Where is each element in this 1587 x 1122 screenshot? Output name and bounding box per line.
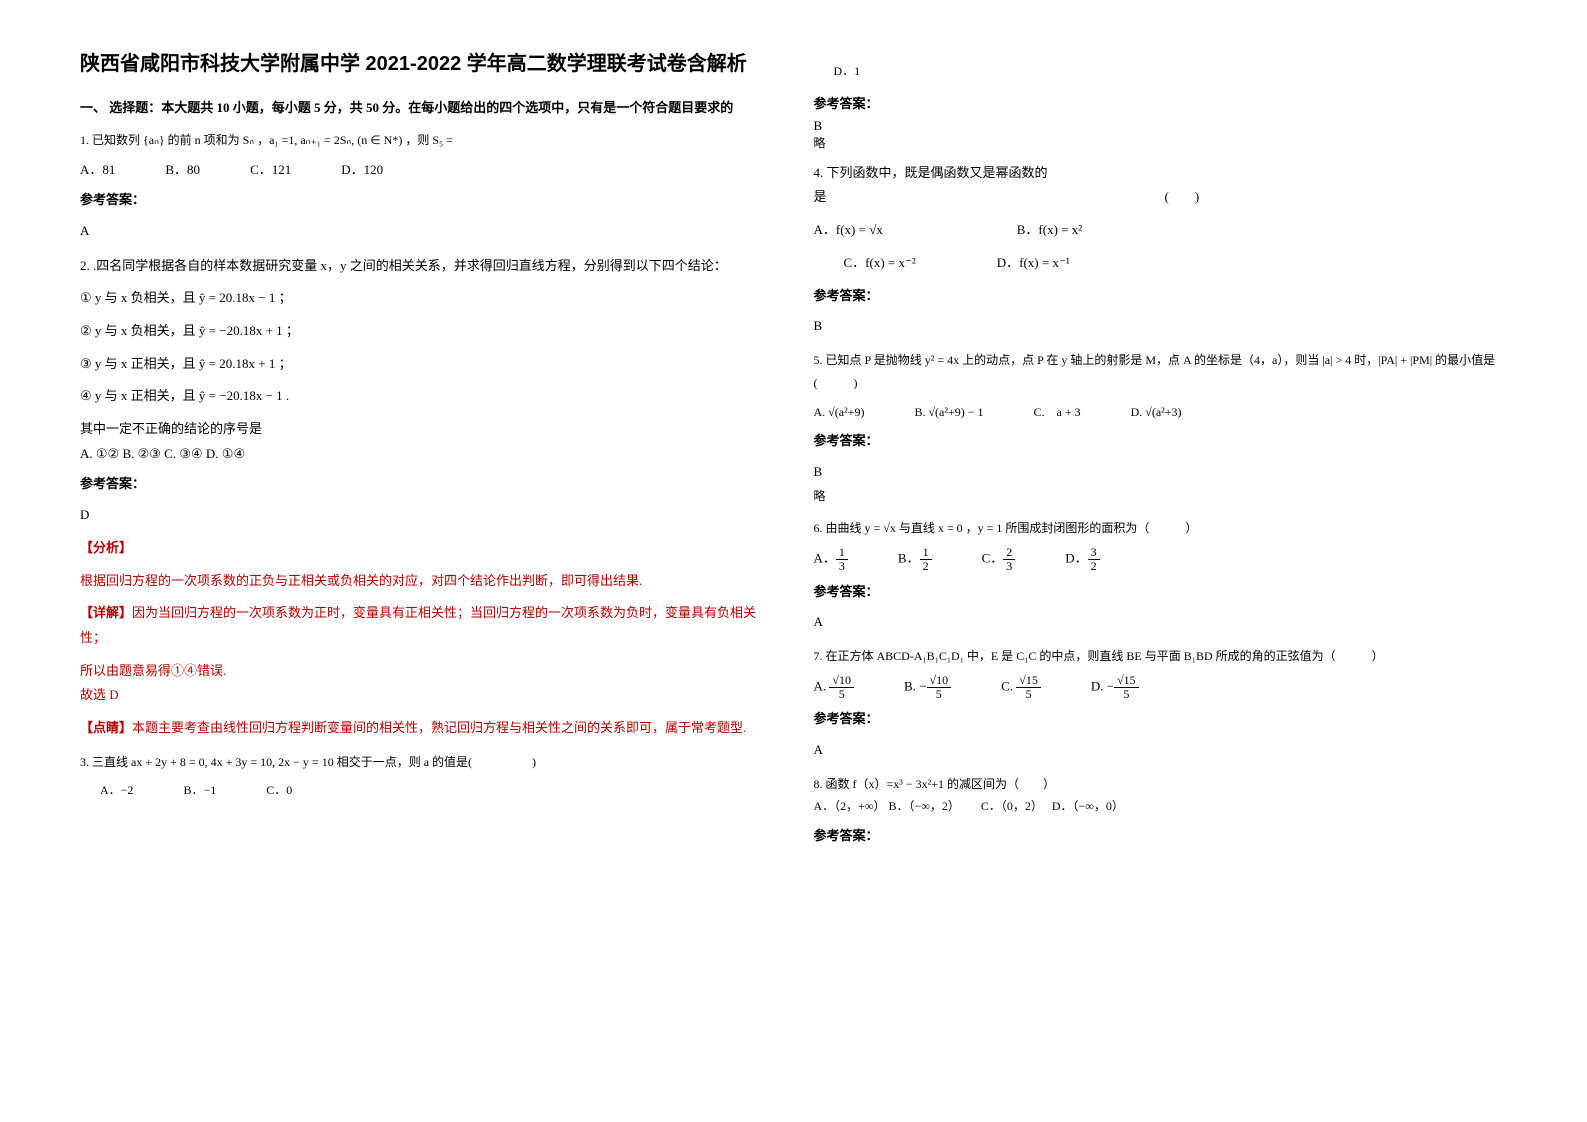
q1-opt-a: A．81 — [80, 158, 115, 183]
q2-tail: 其中一定不正确的结论的序号是 — [80, 417, 774, 442]
q3-ans-label: 参考答案： — [814, 93, 1508, 112]
q3-opt-d-row: D．1 — [834, 60, 1508, 83]
q5-options: A. √(a²+9) B. √(a²+9) − 1 C. a + 3 D. √(… — [814, 401, 1508, 424]
q4-ans-label: 参考答案： — [814, 284, 1508, 309]
q7-options: A. √105 B. −√105 C. √155 D. −√155 — [814, 674, 1508, 701]
detail-tag: 【详解】 — [80, 605, 132, 620]
q8-opt-c: C．（0，2） — [981, 799, 1037, 813]
q6-ans: A — [814, 610, 1508, 635]
q5-extra: 略 — [814, 485, 1508, 508]
q2-analysis-text: 根据回归方程的一次项系数的正负与正相关或负相关的对应，对四个结论作出判断，即可得… — [80, 569, 774, 594]
question-3: 3. 三直线 ax + 2y + 8 = 0, 4x + 3y = 10, 2x… — [80, 751, 774, 803]
q5-ans: B — [814, 460, 1508, 485]
point-tag: 【点睛】 — [80, 720, 132, 735]
q1-stem: 1. 已知数列 {aₙ} 的前 n 项和为 Sₙ ，a₁ =1, aₙ₊₁ = … — [80, 129, 774, 152]
q6-stem: 6. 由曲线 y = √x 与直线 x = 0 ，y = 1 所围成封闭图形的面… — [814, 517, 1508, 540]
q3-stem: 3. 三直线 ax + 2y + 8 = 0, 4x + 3y = 10, 2x… — [80, 751, 774, 774]
q2-line4: ④ y 与 x 正相关，且 ŷ = −20.18x − 1 . — [80, 384, 774, 409]
question-8: 8. 函数 f（x）=x³ − 3x²+1 的减区间为（ ） A．（2，+∞） … — [814, 773, 1508, 849]
q8-ans-label: 参考答案： — [814, 824, 1508, 849]
q2-ans-label: 参考答案： — [80, 472, 774, 497]
q1-ans: A — [80, 219, 774, 244]
q7-opt-a: A. √105 — [814, 674, 854, 701]
q2-analysis: 【分析】 — [80, 536, 774, 561]
q8-opt-d: D．（−∞，0） — [1052, 799, 1124, 813]
q3-opt-d: D．1 — [834, 64, 861, 78]
q6-opt-c: C．23 — [982, 546, 1016, 573]
question-1: 1. 已知数列 {aₙ} 的前 n 项和为 Sₙ ，a₁ =1, aₙ₊₁ = … — [80, 129, 774, 244]
q7-opt-d: D. −√155 — [1091, 674, 1139, 701]
q2-opts: A. ①② B. ②③ C. ③④ D. ①④ — [80, 442, 774, 467]
q4-stem: 4. 下列函数中，既是偶函数又是幂函数的 — [814, 161, 1508, 186]
q4-opt-c: C．f(x) = x⁻² — [844, 251, 994, 276]
q4-opt-a: A．f(x) = √x — [814, 218, 1014, 243]
q1-opt-c: C．121 — [250, 158, 291, 183]
q6-options: A．13 B．12 C．23 D．32 — [814, 546, 1508, 573]
q4-opt-b: B．f(x) = x² — [1017, 222, 1082, 237]
q6-opt-b: B．12 — [898, 546, 932, 573]
q4-opt-d: D．f(x) = x⁻¹ — [997, 255, 1070, 270]
q4-ans: B — [814, 314, 1508, 339]
q6-opt-d: D．32 — [1065, 546, 1099, 573]
q1-options: A．81 B．80 C．121 D．120 — [80, 158, 774, 183]
q4-row1: A．f(x) = √x B．f(x) = x² — [814, 218, 1508, 243]
q3-opt-b: B．−1 — [183, 779, 216, 802]
q2-point: 【点睛】本题主要考查由线性回归方程判断变量间的相关性，熟记回归方程与相关性之间的… — [80, 716, 774, 741]
q3-opt-a: A．−2 — [100, 779, 133, 802]
q3-extra: 略 — [814, 134, 1508, 151]
q7-stem: 7. 在正方体 ABCD-A₁B₁C₁D₁ 中，E 是 C₁C 的中点，则直线 … — [814, 645, 1508, 668]
q2-stem: 2. .四名同学根据各自的样本数据研究变量 x，y 之间的相关关系，并求得回归直… — [80, 254, 774, 279]
q1-opt-d: D．120 — [341, 158, 383, 183]
q2-detail2: 所以由题意易得①④错误. — [80, 659, 774, 684]
q5-opt-d: D. √(a²+3) — [1131, 401, 1182, 424]
q5-opt-b: B. √(a²+9) − 1 — [914, 401, 983, 424]
q8-opt-a: A．（2，+∞） — [814, 799, 886, 813]
q2-detail: 【详解】因为当回归方程的一次项系数为正时，变量具有正相关性；当回归方程的一次项系… — [80, 601, 774, 650]
right-column: D．1 参考答案： B 略 4. 下列函数中，既是偶函数又是幂函数的 是 ( )… — [814, 50, 1508, 1072]
left-column: 陕西省咸阳市科技大学附属中学 2021-2022 学年高二数学理联考试卷含解析 … — [80, 50, 774, 1072]
q4-stem2: 是 ( ) — [814, 185, 1508, 210]
question-4: 4. 下列函数中，既是偶函数又是幂函数的 是 ( ) A．f(x) = √x B… — [814, 161, 1508, 339]
q7-opt-c: C. √155 — [1001, 674, 1041, 701]
analysis-tag: 【分析】 — [80, 540, 132, 555]
section-head: 一、 选择题：本大题共 10 小题，每小题 5 分，共 50 分。在每小题给出的… — [80, 98, 774, 119]
q7-opt-b: B. −√105 — [904, 674, 951, 701]
q7-ans: A — [814, 738, 1508, 763]
q1-opt-b: B．80 — [165, 158, 200, 183]
question-7: 7. 在正方体 ABCD-A₁B₁C₁D₁ 中，E 是 C₁C 的中点，则直线 … — [814, 645, 1508, 763]
question-6: 6. 由曲线 y = √x 与直线 x = 0 ，y = 1 所围成封闭图形的面… — [814, 517, 1508, 635]
q4-row2: C．f(x) = x⁻² D．f(x) = x⁻¹ — [814, 251, 1508, 276]
q6-opt-a: A．13 — [814, 546, 848, 573]
q8-options: A．（2，+∞） B．（−∞，2） C．（0，2） D．（−∞，0） — [814, 795, 1508, 818]
question-5: 5. 已知点 P 是抛物线 y² = 4x 上的动点，点 P 在 y 轴上的射影… — [814, 349, 1508, 508]
q2-line2: ② y 与 x 负相关，且 ŷ = −20.18x + 1 ； — [80, 319, 774, 344]
q7-ans-label: 参考答案： — [814, 707, 1508, 732]
q3-ans: B — [814, 118, 1508, 134]
q3-options: A．−2 B．−1 C．0 — [100, 779, 774, 802]
q2-line1: ① y 与 x 负相关，且 ŷ = 20.18x − 1 ； — [80, 286, 774, 311]
q3-opt-c: C．0 — [266, 779, 292, 802]
q8-stem: 8. 函数 f（x）=x³ − 3x²+1 的减区间为（ ） — [814, 773, 1508, 796]
q2-line3: ③ y 与 x 正相关，且 ŷ = 20.18x + 1 ； — [80, 352, 774, 377]
q5-opt-c: C. a + 3 — [1033, 401, 1080, 424]
q2-ans: D — [80, 503, 774, 528]
q1-ans-label: 参考答案： — [80, 188, 774, 213]
q2-point-text: 本题主要考查由线性回归方程判断变量间的相关性，熟记回归方程与相关性之间的关系即可… — [132, 720, 746, 735]
q5-ans-label: 参考答案： — [814, 429, 1508, 454]
q5-opt-a: A. √(a²+9) — [814, 401, 865, 424]
q6-ans-label: 参考答案： — [814, 580, 1508, 605]
q2-detail3: 故选 D — [80, 683, 774, 708]
q2-detail1: 因为当回归方程的一次项系数为正时，变量具有正相关性；当回归方程的一次项系数为负时… — [80, 605, 756, 645]
question-2: 2. .四名同学根据各自的样本数据研究变量 x，y 之间的相关关系，并求得回归直… — [80, 254, 774, 741]
exam-title: 陕西省咸阳市科技大学附属中学 2021-2022 学年高二数学理联考试卷含解析 — [80, 50, 774, 78]
q5-stem: 5. 已知点 P 是抛物线 y² = 4x 上的动点，点 P 在 y 轴上的射影… — [814, 349, 1508, 395]
q8-opt-b: B．（−∞，2） — [889, 799, 954, 813]
